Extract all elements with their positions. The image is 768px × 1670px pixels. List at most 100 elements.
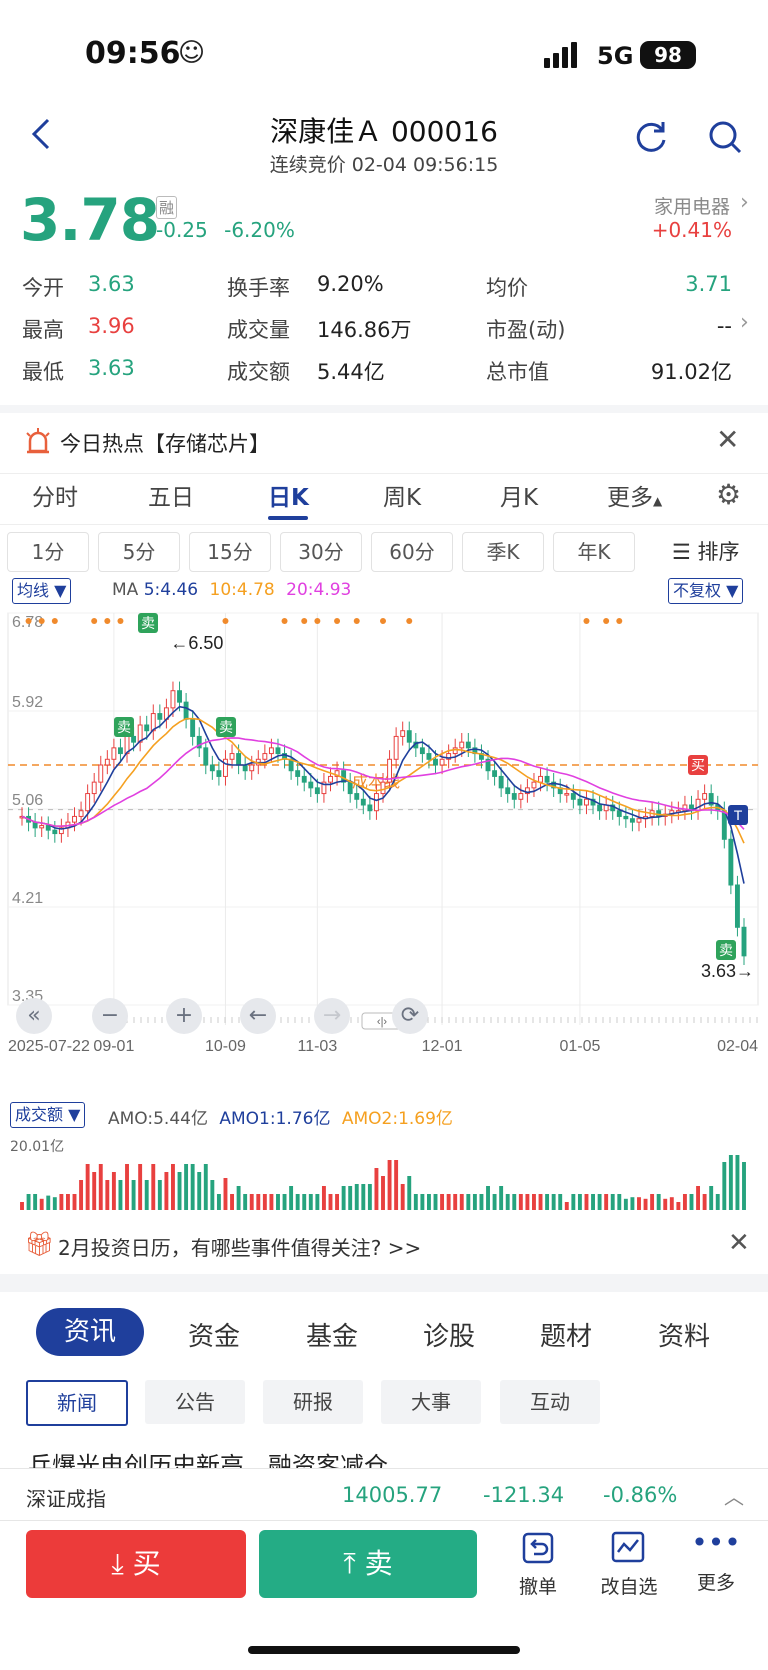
subtab-1min[interactable]: 1分 xyxy=(7,532,89,572)
candle xyxy=(538,775,543,783)
index-change: -121.34 xyxy=(483,1483,565,1507)
tab-funds-flow[interactable]: 资金 xyxy=(188,1322,241,1352)
edit-watchlist-button[interactable]: 改自选 xyxy=(594,1528,664,1608)
event-dot xyxy=(334,618,341,624)
tab-funds[interactable]: 基金 xyxy=(306,1322,359,1352)
amo-bar xyxy=(190,1164,195,1210)
tab-monthly-k[interactable]: 月K xyxy=(500,485,539,511)
tab-fenshi[interactable]: 分时 xyxy=(32,485,78,511)
amo-bar xyxy=(466,1194,471,1210)
amo-bar xyxy=(426,1194,431,1210)
ma-label: MA xyxy=(112,580,139,600)
event-dot xyxy=(603,618,610,624)
zoom-out-far-icon[interactable]: « xyxy=(16,998,52,1034)
more-button[interactable]: ••• 更多 xyxy=(688,1528,744,1608)
sell-button[interactable]: ⤒ 卖 xyxy=(259,1530,477,1598)
subtab-interaction[interactable]: 互动 xyxy=(500,1380,600,1424)
tab-more[interactable]: 更多▲ xyxy=(607,478,662,512)
subtab-30min[interactable]: 30分 xyxy=(280,532,362,572)
arrow-right-icon[interactable]: → xyxy=(314,998,350,1034)
tab-news-info[interactable]: 资讯 xyxy=(36,1308,144,1356)
search-button[interactable] xyxy=(706,118,744,156)
chevron-right-icon[interactable]: › xyxy=(740,310,749,335)
candle xyxy=(328,775,333,783)
x-tick-label: 11-03 xyxy=(297,1038,337,1055)
x-tick-label: 01-05 xyxy=(559,1038,600,1055)
arrow-left-icon[interactable]: ← xyxy=(240,998,276,1034)
sell-tag: 卖 xyxy=(141,615,155,631)
amo-bar xyxy=(125,1164,129,1210)
caret-down-icon: ▼ xyxy=(726,581,739,600)
quote-label: 换手率 xyxy=(227,276,290,300)
back-button[interactable] xyxy=(22,112,62,156)
tab-weekly-k[interactable]: 周K xyxy=(383,485,422,511)
sort-button[interactable]: ☰ 排序 xyxy=(672,536,740,566)
amo-bar xyxy=(184,1164,189,1210)
event-dot xyxy=(406,618,413,624)
minus-icon[interactable]: − xyxy=(92,998,128,1034)
amo-bar xyxy=(144,1180,149,1210)
amo-bar xyxy=(676,1202,681,1210)
candle xyxy=(734,884,740,928)
tab-wuri[interactable]: 五日 xyxy=(148,485,194,511)
subtab-announcements[interactable]: 公告 xyxy=(145,1380,245,1424)
sell-tag: 卖 xyxy=(719,942,733,958)
hot-topic-bar[interactable]: 今日热点【存储芯片】 ✕ xyxy=(0,405,768,474)
amo-bar xyxy=(46,1195,51,1210)
kline-chart[interactable]: 6.785.925.064.213.352025-07-2209-0110-09… xyxy=(0,605,768,1075)
rotate-screen-icon[interactable]: ⟳ xyxy=(392,998,428,1034)
amo-bar xyxy=(696,1186,701,1210)
tab-themes[interactable]: 题材 xyxy=(540,1322,593,1352)
event-dot xyxy=(616,618,623,624)
candle xyxy=(301,775,307,783)
refresh-button[interactable] xyxy=(632,118,670,156)
amo-bar xyxy=(479,1194,484,1210)
calendar-banner[interactable]: 🎁︎ 2月投资日历，有哪些事件值得关注? >> ✕ xyxy=(0,1214,768,1274)
amo-indicator-select[interactable]: 成交额 ▼ xyxy=(10,1102,86,1128)
amo-bar xyxy=(249,1194,254,1210)
candle xyxy=(623,815,629,820)
amo-bar xyxy=(512,1194,517,1210)
cancel-order-button[interactable]: 撤单 xyxy=(510,1528,566,1608)
indicator-select[interactable]: 均线 ▼ xyxy=(12,578,72,604)
y-tick-label: 5.92 xyxy=(12,694,43,711)
buy-button[interactable]: ⤓ 买 xyxy=(26,1530,246,1598)
subtab-5min[interactable]: 5分 xyxy=(98,532,180,572)
amo-bar xyxy=(348,1186,353,1210)
amo1-value: AMO1:1.76亿 xyxy=(219,1109,331,1129)
subtab-60min[interactable]: 60分 xyxy=(371,532,453,572)
tab-daily-k[interactable]: 日K xyxy=(268,485,309,511)
plus-icon[interactable]: + xyxy=(166,998,202,1034)
tab-diagnosis[interactable]: 诊股 xyxy=(423,1322,476,1352)
amo-bar xyxy=(203,1164,208,1210)
buy-tag: 买 xyxy=(691,757,705,773)
subtab-events[interactable]: 大事 xyxy=(381,1380,481,1424)
news-item-clipped[interactable]: 兵爆光电创历史新高，融资客减仓 xyxy=(28,1452,748,1468)
amo-bar xyxy=(321,1186,326,1210)
amo-bar xyxy=(230,1194,234,1210)
gear-icon[interactable]: ⚙ xyxy=(716,478,742,511)
sector-link[interactable]: 家用电器 +0.41% › xyxy=(600,190,756,246)
close-icon[interactable]: ✕ xyxy=(728,1228,750,1258)
adjust-select[interactable]: 不复权 ▼ xyxy=(668,578,744,604)
candle xyxy=(393,735,399,760)
index-bar[interactable]: 深证成指 14005.77 -121.34 -0.86% ︿ xyxy=(0,1468,768,1521)
subtab-research[interactable]: 研报 xyxy=(263,1380,363,1424)
candle xyxy=(209,764,215,772)
close-icon[interactable]: ✕ xyxy=(716,423,740,456)
amo-bar xyxy=(472,1194,477,1210)
event-dot xyxy=(51,618,58,624)
y-tick-label: 4.21 xyxy=(12,890,43,907)
subtab-15min[interactable]: 15分 xyxy=(189,532,271,572)
subtab-quarter-k[interactable]: 季K xyxy=(462,532,544,572)
subtab-year-k[interactable]: 年K xyxy=(553,532,635,572)
event-dot xyxy=(301,618,308,624)
indicator-label: 均线 xyxy=(17,581,50,600)
amo-bar xyxy=(486,1186,490,1210)
tab-profile[interactable]: 资料 xyxy=(658,1322,711,1352)
subtab-news[interactable]: 新闻 xyxy=(26,1380,128,1426)
chevron-up-icon[interactable]: ︿ xyxy=(724,1485,744,1509)
amo-bar xyxy=(92,1172,97,1210)
ma10-line xyxy=(21,717,745,844)
amo-bar xyxy=(558,1194,563,1210)
